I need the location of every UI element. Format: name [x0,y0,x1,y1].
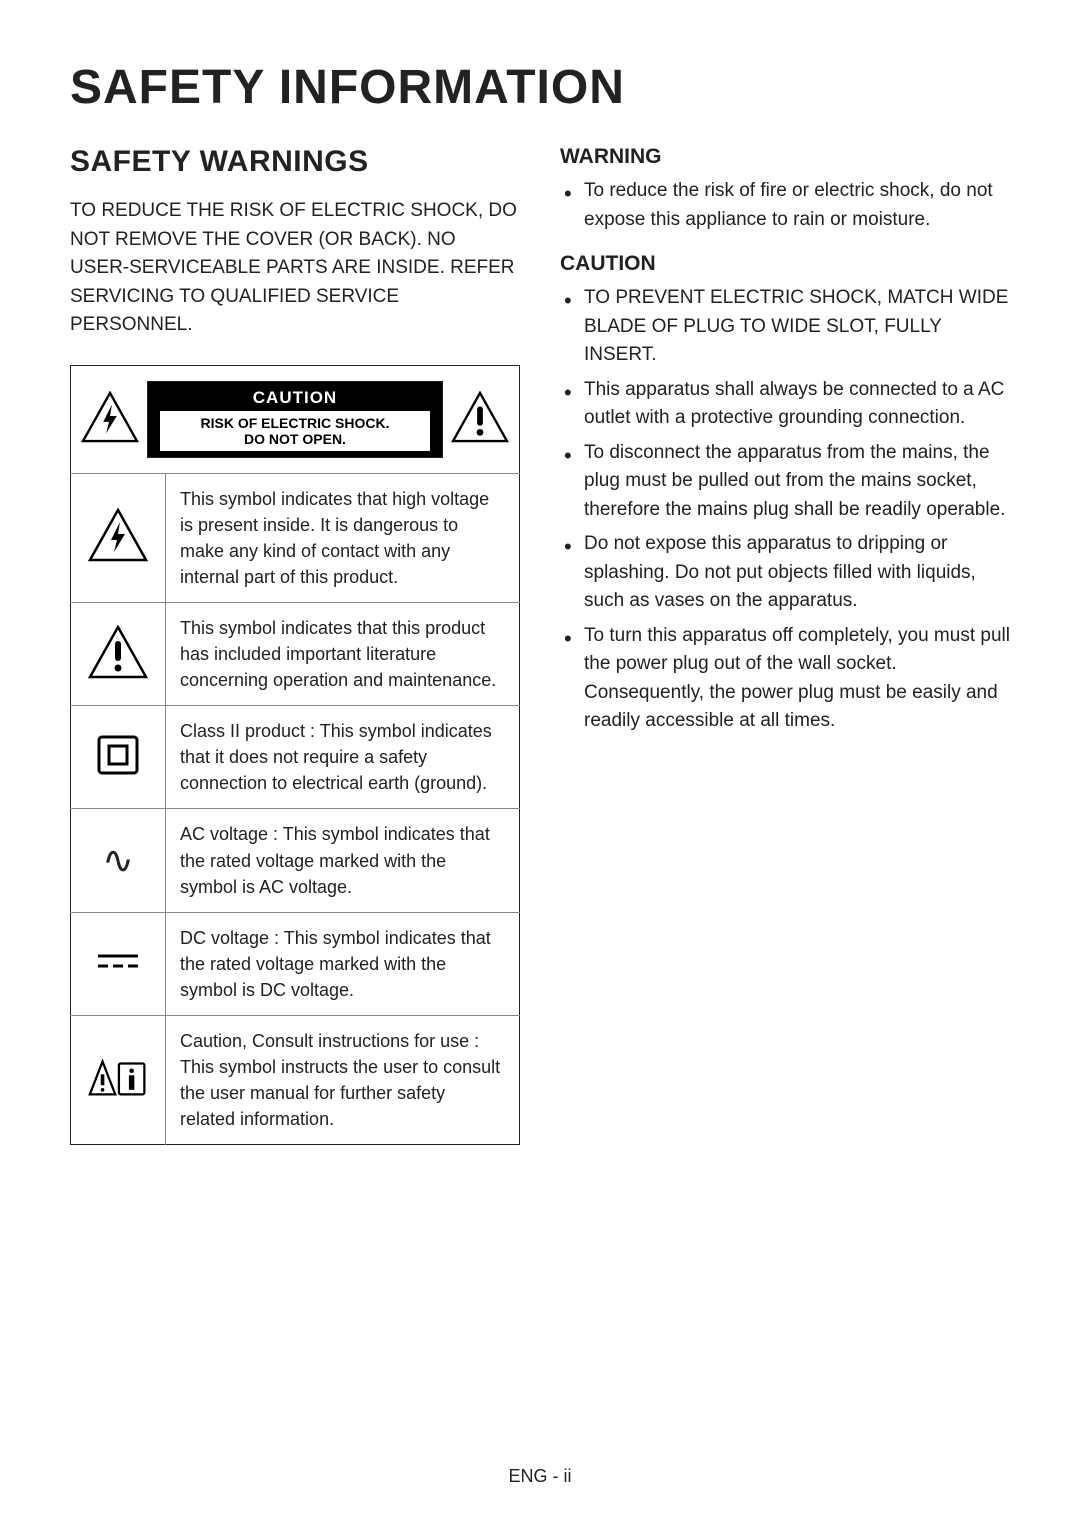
symbol-description: This symbol indicates that this product … [166,602,520,705]
table-row: This symbol indicates that this product … [71,602,520,705]
caution-box-subtitle: RISK OF ELECTRIC SHOCK. DO NOT OPEN. [160,411,430,451]
page-title: SAFETY INFORMATION [70,60,1010,115]
list-item: Do not expose this apparatus to dripping… [560,530,1010,616]
safety-warnings-heading: SAFETY WARNINGS [70,145,520,179]
exclaim-triangle-icon [451,391,509,448]
table-row: Caution, Consult instructions for use : … [71,1016,520,1145]
list-item: This apparatus shall always be connected… [560,376,1010,433]
caution-banner-row: CAUTION RISK OF ELECTRIC SHOCK. DO NOT O… [71,365,520,473]
list-item: To turn this apparatus off completely, y… [560,622,1010,736]
exclaim-triangle-icon [88,666,148,683]
content-columns: SAFETY WARNINGS TO REDUCE THE RISK OF EL… [70,145,1010,1145]
symbol-description: Class II product : This symbol indicates… [166,706,520,809]
list-item: TO PREVENT ELECTRIC SHOCK, MATCH WIDE BL… [560,284,1010,370]
list-item: To disconnect the apparatus from the mai… [560,439,1010,525]
warning-heading: WARNING [560,145,1010,169]
caution-list: TO PREVENT ELECTRIC SHOCK, MATCH WIDE BL… [560,284,1010,736]
ac-voltage-icon: ∿ [102,840,134,882]
symbol-description: Caution, Consult instructions for use : … [166,1016,520,1145]
table-row: Class II product : This symbol indicates… [71,706,520,809]
intro-paragraph: TO REDUCE THE RISK OF ELECTRIC SHOCK, DO… [70,197,520,340]
symbol-description: This symbol indicates that high voltage … [166,473,520,602]
bolt-triangle-icon [88,549,148,566]
caution-box-title: CAUTION [160,388,430,408]
list-item: To reduce the risk of fire or electric s… [560,177,1010,234]
table-row: ∿ AC voltage : This symbol indicates tha… [71,809,520,912]
caution-box: CAUTION RISK OF ELECTRIC SHOCK. DO NOT O… [147,381,443,458]
symbol-description: DC voltage : This symbol indicates that … [166,912,520,1015]
left-column: SAFETY WARNINGS TO REDUCE THE RISK OF EL… [70,145,520,1145]
page-footer: ENG - ii [0,1466,1080,1487]
symbol-table: CAUTION RISK OF ELECTRIC SHOCK. DO NOT O… [70,365,520,1146]
symbol-description: AC voltage : This symbol indicates that … [166,809,520,912]
table-row: This symbol indicates that high voltage … [71,473,520,602]
consult-manual-icon [88,1092,148,1109]
class2-icon [91,766,145,783]
warning-list: To reduce the risk of fire or electric s… [560,177,1010,234]
dc-voltage-icon [94,958,142,975]
table-row: DC voltage : This symbol indicates that … [71,912,520,1015]
caution-heading: CAUTION [560,252,1010,276]
bolt-triangle-icon [81,391,139,448]
right-column: WARNING To reduce the risk of fire or el… [560,145,1010,1145]
